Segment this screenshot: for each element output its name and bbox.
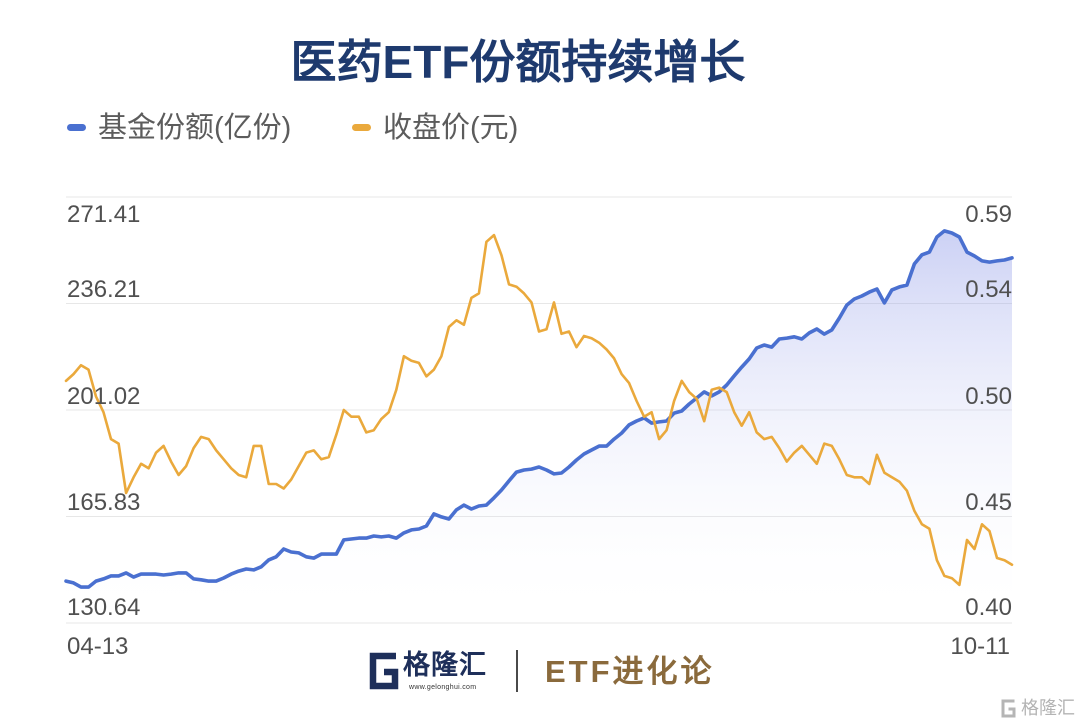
legend-label-close-price: 收盘价(元) — [383, 112, 519, 144]
x-tick-label-end: 10-11 — [950, 633, 1010, 660]
series-line-1 — [64, 229, 1014, 589]
series-line-2 — [64, 233, 1014, 587]
y-left-tick-label: 236.21 — [67, 276, 141, 303]
y-left-tick-label: 130.64 — [67, 594, 141, 621]
y-right-tick-label: 0.45 — [965, 489, 1012, 516]
y-right-tick-label: 0.59 — [965, 201, 1012, 228]
series-2 — [64, 233, 1014, 587]
series-1 — [64, 229, 1014, 623]
y-left-tick-label: 165.83 — [67, 489, 141, 516]
y-left-tick-label: 271.41 — [67, 201, 141, 228]
column-name: ETF进化论 — [545, 654, 715, 689]
watermark-text: 格隆汇 — [1021, 698, 1075, 718]
gelonghui-g-icon — [1001, 699, 1016, 718]
y-right-tick-label: 0.54 — [965, 276, 1012, 303]
y-right-tick-label: 0.50 — [965, 383, 1012, 410]
y-right-tick-label: 0.40 — [965, 594, 1012, 621]
series-area-fill — [66, 230, 1012, 623]
y-left-tick-label: 201.02 — [67, 383, 141, 410]
legend-marker-fund-shares — [67, 124, 86, 131]
footer-divider — [516, 650, 518, 692]
x-tick-label-start: 04-13 — [67, 633, 129, 660]
brand-logo-text: 格隆汇 — [403, 650, 487, 680]
chart-title: 医药ETF份额持续增长 — [290, 36, 746, 88]
gelonghui-logo-icon — [369, 652, 399, 690]
legend-label-fund-shares: 基金份额(亿份) — [98, 112, 292, 144]
legend-marker-close-price — [352, 124, 371, 131]
brand-logo-subtext: www.gelonghui.com — [409, 684, 477, 691]
